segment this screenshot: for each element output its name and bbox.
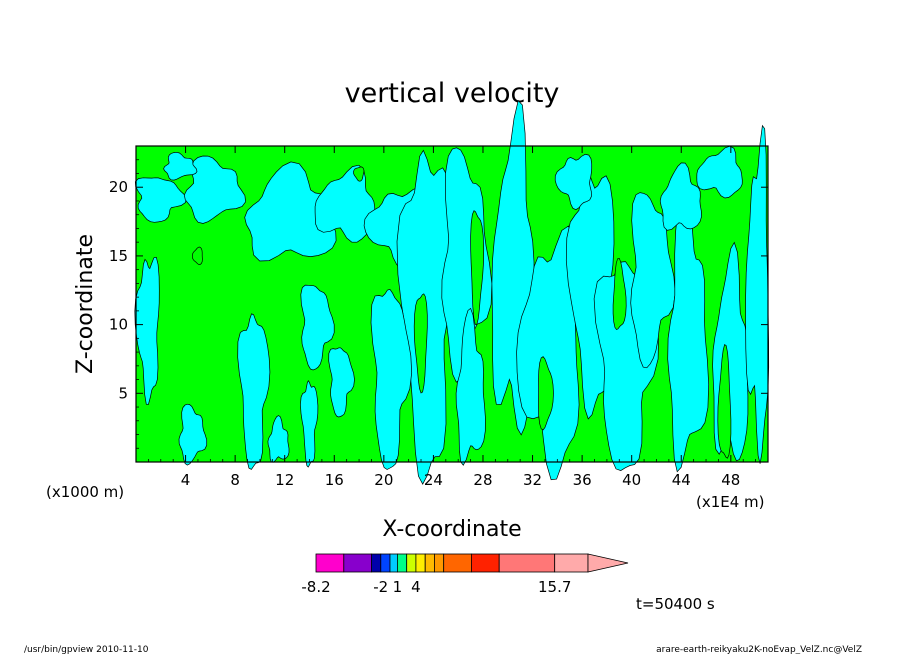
x-tick-label: 20 [374, 471, 393, 489]
x-axis-ticks: 4 8 12 16 20 24 28 32 36 40 44 48 [147, 146, 757, 489]
negative-region [244, 161, 337, 262]
footer-right: arare-earth-reikyaku2K-noEvap_VelZ.nc@Ve… [656, 645, 862, 654]
negative-region [134, 177, 187, 223]
plot-area [134, 99, 770, 485]
y-tick-label: 20 [109, 178, 128, 196]
x-tick-label: 24 [424, 471, 443, 489]
negative-region [300, 379, 319, 468]
colorbar [315, 553, 629, 573]
negative-region [455, 307, 486, 466]
negative-region [565, 171, 615, 420]
positive-region [612, 258, 627, 331]
colorbar-extend-arrow [587, 553, 629, 573]
colorbar-segment [396, 553, 408, 573]
colorbar-label: -2 [373, 578, 388, 596]
time-label: t=50400 s [636, 595, 715, 613]
y-axis-ticks: 5 10 15 20 [109, 159, 768, 449]
y-axis-label: Z-coordinate [73, 234, 98, 374]
y-tick-label: 10 [109, 316, 128, 334]
colorbar-segment [389, 553, 398, 573]
positive-region [413, 293, 428, 394]
positive-region [191, 246, 203, 265]
x-tick-label: 32 [523, 471, 542, 489]
negative-region [328, 347, 355, 418]
positive-region [470, 210, 485, 325]
negative-region [659, 162, 702, 231]
negative-region [183, 155, 246, 224]
colorbar-segment [315, 553, 345, 573]
colorbar-segment [443, 553, 472, 573]
colorbar-segment [343, 553, 372, 573]
x-tick-label: 28 [473, 471, 492, 489]
colorbar-segment [554, 553, 589, 573]
x-tick-label: 44 [672, 471, 691, 489]
colorbar-label: 4 [411, 578, 421, 596]
x-tick-label: 36 [573, 471, 592, 489]
colorbar-segment [406, 553, 417, 573]
x-tick-label: 12 [275, 471, 294, 489]
negative-region [237, 313, 271, 470]
colorbar-segment [371, 553, 382, 573]
y-tick-label: 15 [109, 247, 128, 265]
colorbar-segment [415, 553, 426, 573]
plot-frame [135, 145, 769, 463]
x-tick-label: 4 [181, 471, 191, 489]
x-tick-label: 48 [721, 471, 740, 489]
colorbar-segment [433, 553, 445, 573]
negative-region [630, 192, 676, 369]
negative-region [178, 403, 208, 466]
negative-region [667, 189, 710, 473]
negative-region [267, 415, 290, 463]
x-tick-label: 16 [325, 471, 344, 489]
negative-region [696, 145, 743, 199]
x-axis-label: X-coordinate [382, 517, 521, 542]
colorbar-label: 15.7 [538, 578, 571, 596]
negative-region [134, 256, 160, 405]
positive-region [717, 344, 732, 459]
colorbar-label: 1 [393, 578, 403, 596]
chart-title: vertical velocity [345, 78, 560, 109]
colorbar-segment [470, 553, 500, 573]
negative-region [554, 153, 593, 211]
negative-region [163, 151, 198, 181]
colorbar-labels: -8.2 -2 1 4 15.7 [301, 578, 571, 596]
colorbar-label: -8.2 [301, 578, 330, 596]
x-unit-left: (x1000 m) [46, 483, 124, 501]
y-tick-label: 5 [118, 384, 128, 402]
positive-region [353, 166, 365, 182]
negative-region [314, 164, 376, 243]
footer-left: /usr/bin/gpview 2010-11-10 [24, 645, 149, 654]
negative-region [745, 124, 770, 464]
x-tick-label: 8 [230, 471, 240, 489]
negative-region [370, 289, 413, 470]
colorbar-segment [498, 553, 556, 573]
positive-region [538, 356, 554, 431]
colorbar-segment [380, 553, 391, 573]
negative-region [300, 284, 335, 371]
x-unit-right: (x1E4 m) [696, 493, 765, 511]
colorbar-segment [424, 553, 435, 573]
negative-velocity-regions [134, 99, 770, 485]
x-tick-label: 40 [622, 471, 641, 489]
